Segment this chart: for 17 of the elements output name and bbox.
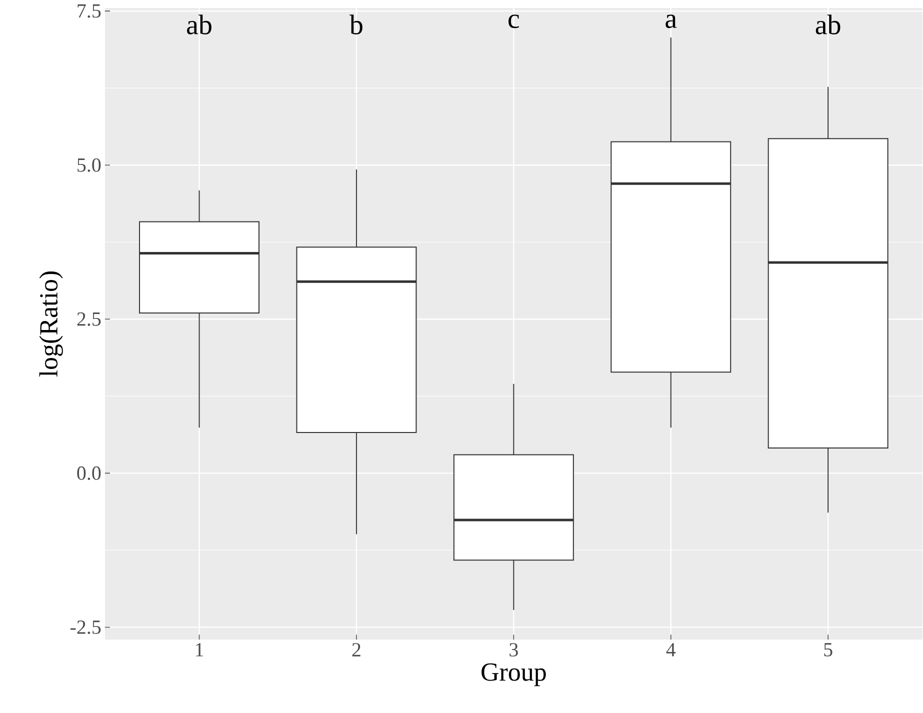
y-axis-title: log(Ratio) bbox=[39, 272, 63, 377]
y-tick-label: 0.0 bbox=[77, 466, 101, 480]
y-tick-label: 5.0 bbox=[78, 158, 101, 172]
x-tick-label: 5 bbox=[824, 643, 832, 657]
annotation: ab bbox=[816, 14, 840, 35]
annotation: ab bbox=[187, 14, 212, 35]
y-tick-label: 2.5 bbox=[77, 312, 101, 326]
x-tick-label: 1 bbox=[196, 643, 204, 657]
y-tick-label: -2.5 bbox=[70, 620, 101, 634]
x-tick-label: 4 bbox=[666, 643, 676, 656]
annotation: c bbox=[508, 14, 520, 28]
annotation: b bbox=[349, 14, 362, 35]
x-tick-label: 3 bbox=[510, 643, 518, 657]
annotation: a bbox=[666, 14, 677, 28]
x-tick-label: 2 bbox=[352, 643, 360, 657]
y-tick-label: 7.5 bbox=[78, 4, 101, 18]
x-axis-title: Group bbox=[482, 664, 546, 686]
